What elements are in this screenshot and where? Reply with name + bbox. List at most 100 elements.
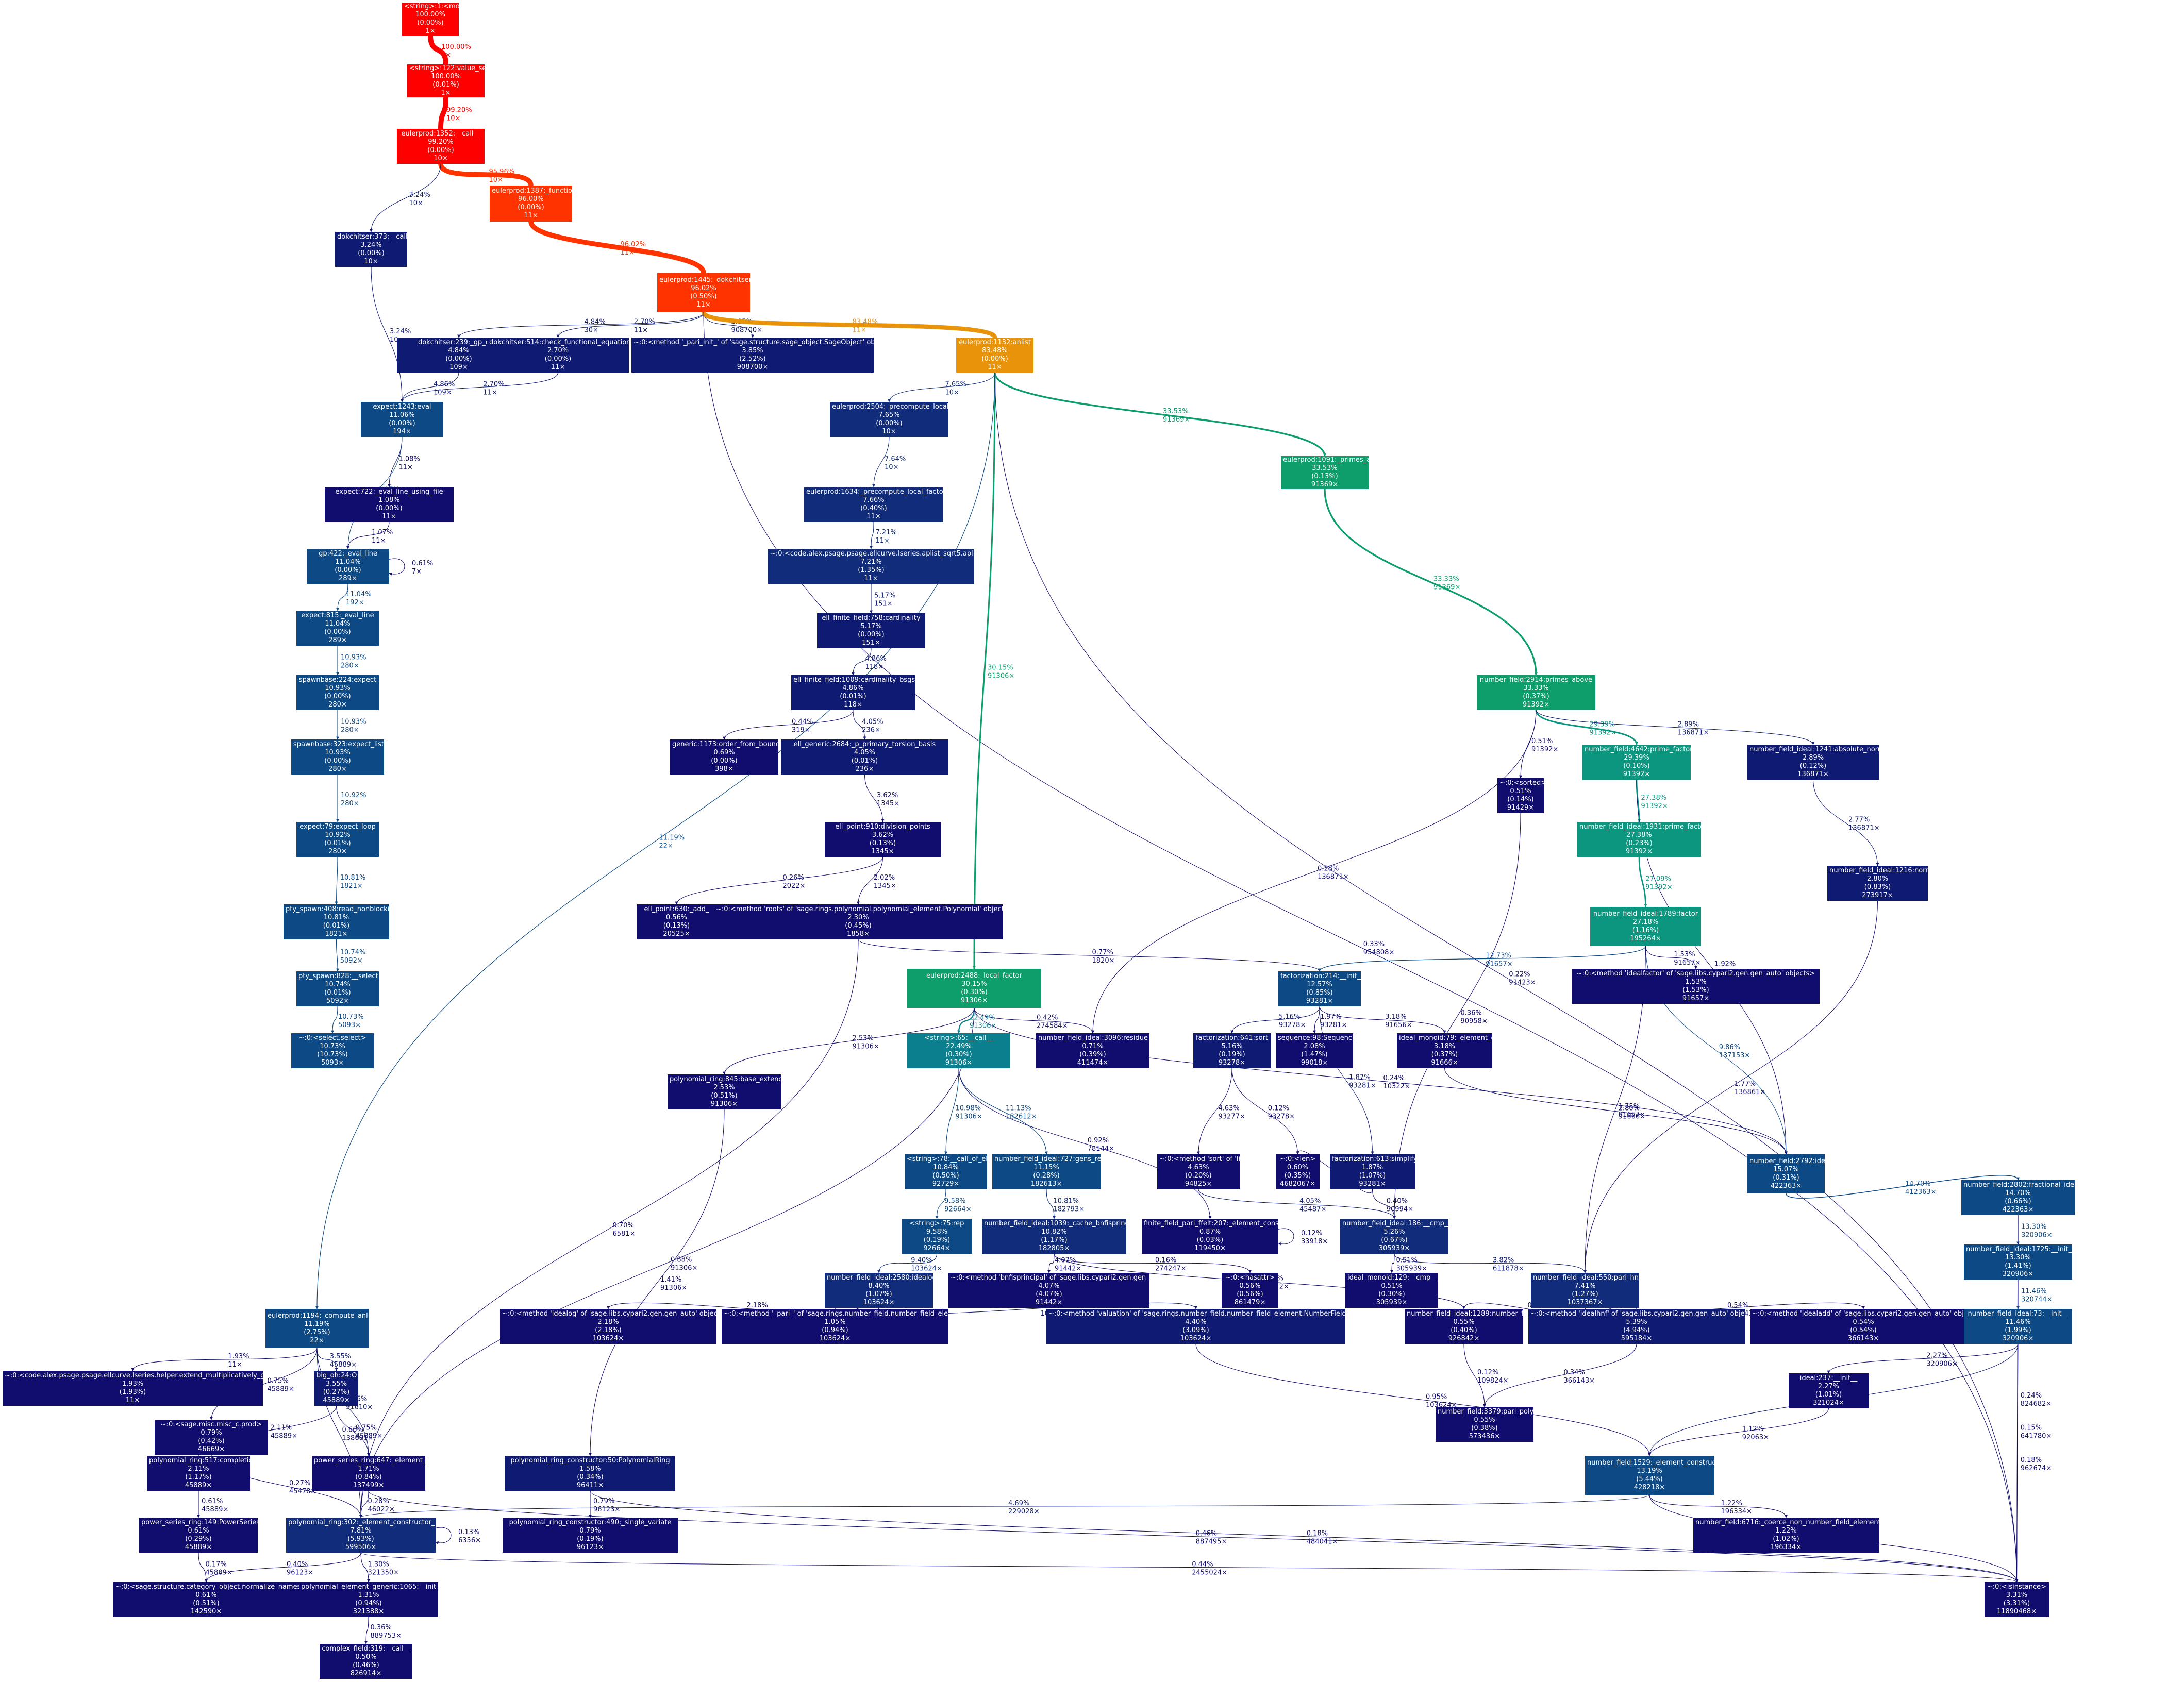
function-node[interactable]: ~:0:<method 'idealfactor' of 'sage.libs.…	[1572, 969, 1820, 1004]
function-node[interactable]: ~:0:<method 'idealadd' of 'sage.libs.cyp…	[1750, 1309, 1977, 1344]
total-time-percent: 0.87%	[1199, 1228, 1221, 1236]
edge-percent-label: 0.54%	[1727, 1302, 1748, 1309]
function-node[interactable]: number_field_ideal:1289:number_field 0.55…	[1405, 1309, 1523, 1344]
function-node[interactable]: ideal_monoid:79:_element_constructor_3.1…	[1397, 1033, 1492, 1068]
function-node[interactable]: polynomial_element_generic:1065:__init__…	[299, 1582, 438, 1617]
function-node[interactable]: ~:0:<method '_pari_init_' of 'sage.struc…	[631, 338, 874, 373]
edge-percent-label: 0.15%	[2021, 1424, 2042, 1432]
function-node[interactable]: power_series_ring:647:_element_construct…	[312, 1456, 425, 1491]
function-node[interactable]: number_field_ideal:2580:idealog 8.40% (1.0…	[825, 1273, 933, 1308]
function-node[interactable]: polynomial_ring_constructor:50:Polynomia…	[505, 1456, 675, 1491]
function-node[interactable]: ~:0:<method 'bnfisprincipal' of 'sage.li…	[948, 1273, 1149, 1308]
edge-line	[435, 1527, 452, 1544]
function-node[interactable]: number_field_ideal:1931:prime_factors 27.…	[1577, 822, 1701, 857]
function-node[interactable]: eulerprod:1445:_dokchitser 96.02% (0.50%) 1…	[657, 273, 750, 312]
function-node[interactable]: ~:0:<len> 0.60% (0.35%) 4682067×	[1276, 1154, 1320, 1189]
function-node[interactable]: ell_generic:2684:_p_primary_torsion_basi…	[781, 739, 948, 775]
function-node[interactable]: ~:0:<method 'roots' of 'sage.rings.polyn…	[714, 904, 1003, 939]
function-node[interactable]: ~:0:<isinstance> 3.31% (3.31%) 11890468×	[1985, 1582, 2049, 1617]
function-node[interactable]: expect:79:expect_loop 10.92% (0.01%) 280×	[296, 822, 379, 857]
function-node[interactable]: <string>:78:__call_of_ell 10.84% (0.50%) 92…	[905, 1154, 987, 1189]
function-node[interactable]: dokchitser:373:__call__ 3.24% (0.00%) 10×	[335, 232, 407, 267]
function-node[interactable]: polynomial_ring_constructor:490:_single_…	[503, 1518, 678, 1553]
function-node[interactable]: ~:0:<method '_pari_' of 'sage.rings.numb…	[722, 1309, 948, 1344]
function-node[interactable]: spawnbase:323:expect_list 10.93% (0.00%) 28…	[291, 739, 384, 775]
function-node[interactable]: number_field_ideal:727:gens_reduced11.15…	[992, 1154, 1101, 1189]
function-node[interactable]: spawnbase:224:expect 10.93% (0.00%) 280×	[296, 675, 379, 710]
function-node[interactable]: factorization:641:sort 5.16% (0.19%) 93278×	[1193, 1033, 1271, 1068]
function-node[interactable]: number_field_ideal:1216:norm 2.80% (0.83%)…	[1827, 866, 1928, 901]
function-node[interactable]: <string>:65:__call__ 22.49% (0.30%) 91306×	[907, 1033, 1010, 1068]
function-node[interactable]: ell_point:910:division_points 3.62% (0.13%…	[825, 822, 941, 857]
function-node[interactable]: complex_field:319:__call__ 0.50% (0.46%) 82…	[320, 1644, 412, 1679]
function-node[interactable]: <string>:122:value_search100.00%(0.01%)1…	[407, 64, 485, 97]
self-time-percent: (0.37%)	[1431, 1051, 1458, 1058]
function-node[interactable]: number_field:4642:prime_factors 29.39% (0.…	[1582, 745, 1691, 780]
function-node[interactable]: ideal:237:__init__ 2.27% (1.01%) 321024×	[1789, 1373, 1869, 1408]
function-node[interactable]: expect:815:_eval_line 11.04% (0.00%) 289×	[296, 611, 379, 646]
function-node[interactable]: gp:422:_eval_line 11.04% (0.00%) 289×	[307, 549, 389, 584]
total-time-percent: 1.08%	[378, 496, 400, 504]
function-node[interactable]: polynomial_ring:845:base_extend 2.53% (0.5…	[668, 1074, 781, 1109]
function-node[interactable]: finite_field_pari_ffelt:207:_element_con…	[1142, 1219, 1278, 1254]
function-node[interactable]: ell_point:630:_add_ 0.56% (0.13%) 20525×	[637, 904, 716, 939]
function-node[interactable]: power_series_ring:149:PowerSeriesRing0.6…	[139, 1518, 258, 1553]
function-node[interactable]: number_field_ideal:550:pari_hnf 7.41% (1.2…	[1531, 1273, 1639, 1308]
function-node[interactable]: number_field:2802:fractional_ideal 14.70%…	[1961, 1180, 2075, 1215]
function-node[interactable]: ideal_monoid:129:__cmp__ 0.51% (0.30%) 3059…	[1345, 1273, 1438, 1308]
function-node[interactable]: number_field:3379:pari_polynomial0.55%(0…	[1436, 1407, 1533, 1442]
total-time-percent: 2.89%	[1802, 754, 1824, 762]
function-node[interactable]: number_field:6716:_coerce_non_number_fie…	[1693, 1518, 1879, 1553]
function-node[interactable]: number_field:1529:_element_constructor_1…	[1585, 1456, 1714, 1495]
function-node[interactable]: eulerprod:1194:_compute_anlist 11.19% (2.7…	[265, 1309, 369, 1348]
function-node[interactable]: ~:0:<method 'idealhnf' of 'sage.libs.cyp…	[1528, 1309, 1745, 1344]
function-node[interactable]: number_field_ideal:1789:factor 27.18% (1.1…	[1590, 907, 1701, 946]
function-node[interactable]: number_field_ideal:1039:_cache_bnfisprin…	[982, 1219, 1126, 1254]
function-node[interactable]: factorization:214:__init__ 12.57% (0.85%) 9…	[1278, 971, 1361, 1006]
function-node[interactable]: number_field_ideal:186:__cmp__ 5.26% (0.67…	[1340, 1219, 1448, 1254]
function-node[interactable]: expect:1243:eval 11.06% (0.00%) 194×	[361, 402, 443, 437]
function-node[interactable]: ~:0:<method 'sort' of 'list' objects>4.6…	[1157, 1154, 1240, 1189]
function-node[interactable]: ~:0:<code.alex.psage.psage.ellcurve.lser…	[768, 549, 974, 584]
function-node[interactable]: eulerprod:1387:_function 96.00% (0.00%) 11×	[490, 186, 572, 222]
function-node[interactable]: eulerprod:2488:_local_factor 30.15% (0.30%…	[907, 969, 1041, 1008]
function-node[interactable]: number_field:2914:primes_above 33.33% (0.3…	[1477, 675, 1595, 710]
function-node[interactable]: ell_finite_field:758:cardinality 5.17% (0.…	[817, 613, 925, 648]
function-node[interactable]: number_field_ideal:1241:absolute_norm 2.8…	[1747, 745, 1879, 780]
function-node[interactable]: eulerprod:1132:anlist 83.48% (0.00%) 11×	[956, 338, 1033, 373]
function-node[interactable]: number_field_ideal:3096:residue_class_de…	[1036, 1033, 1149, 1068]
function-node[interactable]: ~:0:<method 'valuation' of 'sage.rings.n…	[1046, 1309, 1345, 1344]
function-node[interactable]: ~:0:<sorted> 0.51% (0.14%) 91429×	[1497, 778, 1544, 813]
function-node[interactable]: pty_spawn:408:read_nonblocking 10.81% (0.0…	[284, 904, 389, 939]
edge-calls-label: 484041×	[1307, 1538, 1338, 1546]
function-node[interactable]: big_oh:24:O 3.55% (0.27%) 45889×	[314, 1371, 358, 1406]
function-node[interactable]: polynomial_ring:302:_element_constructor…	[286, 1518, 436, 1553]
function-node[interactable]: ~:0:<code.alex.psage.psage.ellcurve.lser…	[3, 1371, 263, 1406]
function-node[interactable]: generic:1173:order_from_bounds 0.69% (0.00…	[670, 739, 778, 775]
function-node[interactable]: number_field_ideal:1725:__init__ 13.30% (1…	[1964, 1244, 2072, 1280]
function-node[interactable]: ~:0:<sage.misc.misc_c.prod> 0.79% (0.42%) 4…	[155, 1420, 268, 1455]
function-node[interactable]: number_field:2792:ideal 15.07% (0.31%) 4223…	[1747, 1154, 1825, 1193]
function-node[interactable]: factorization:613:simplify 1.87% (1.07%) 93…	[1330, 1154, 1415, 1189]
function-node[interactable]: sequence:98:Sequence 2.08% (1.47%) 99018×	[1276, 1033, 1353, 1068]
function-node[interactable]: ~:0:<select.select> 10.73% (10.73%) 5093×	[291, 1033, 374, 1068]
edge-percent-label: 0.36%	[371, 1624, 392, 1631]
function-node[interactable]: ~:0:<sage.structure.category_object.norm…	[113, 1582, 299, 1617]
function-node[interactable]: number_field_ideal:73:__init__ 11.46% (1.9…	[1964, 1309, 2072, 1344]
edge-percent-label: 4.84%	[585, 318, 606, 326]
function-node[interactable]: eulerprod:1352:__call__ 99.20% (0.00%) 10×	[397, 129, 485, 164]
total-time-percent: 99.20%	[428, 138, 454, 146]
function-node[interactable]: eulerprod:1634:_precompute_local_factors…	[804, 487, 943, 522]
function-node[interactable]: ~:0:<hasattr> 0.56% (0.56%) 861479×	[1222, 1273, 1278, 1308]
function-node[interactable]: pty_spawn:828:__select 10.74% (0.01%) 5092×	[296, 971, 379, 1006]
function-node[interactable]: <string>:75:rep 9.58% (0.19%) 92664×	[902, 1219, 972, 1254]
function-node[interactable]: polynomial_ring:517:completion 2.11% (1.17…	[147, 1456, 250, 1491]
function-node[interactable]: ~:0:<method 'idealog' of 'sage.libs.cypa…	[500, 1309, 716, 1344]
function-name: ~:0:<isinstance>	[1987, 1583, 2047, 1591]
function-node[interactable]: dokchitser:514:check_functional_equation…	[487, 338, 629, 373]
function-node[interactable]: <string>:1:<module>100.00%(0.00%)1×	[402, 3, 459, 36]
function-node[interactable]: expect:722:_eval_line_using_file 1.08% (0.…	[325, 487, 454, 522]
function-node[interactable]: eulerprod:1091:_primes_above33.53%(0.13%…	[1281, 456, 1369, 489]
function-node[interactable]: eulerprod:2504:_precompute_local_factors…	[830, 402, 948, 437]
function-node[interactable]: ell_finite_field:1009:cardinality_bsgs 4.…	[791, 675, 915, 710]
